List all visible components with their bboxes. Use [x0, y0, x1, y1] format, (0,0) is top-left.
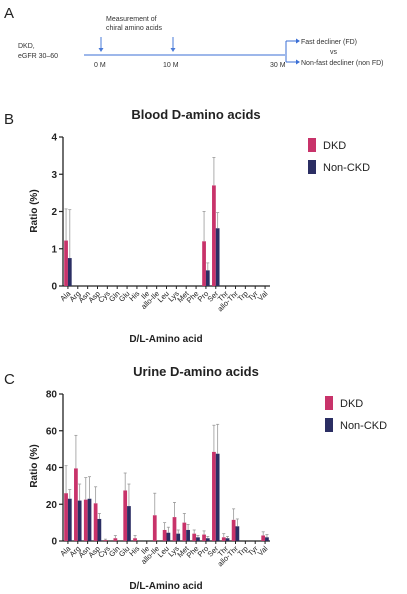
outcome-vs-label: vs	[330, 49, 338, 56]
bar	[87, 498, 92, 541]
outcome-arrowhead-nonfd	[296, 59, 300, 65]
cohort-label-line1: DKD,	[18, 43, 35, 50]
legend-swatch	[325, 396, 333, 410]
bar	[231, 519, 236, 541]
bar	[196, 537, 200, 541]
y-tick-label: 60	[46, 426, 58, 437]
y-tick-label: 4	[51, 133, 57, 144]
bar	[103, 540, 108, 541]
bar	[205, 270, 210, 286]
measurement-label-line1: Measurement of	[106, 16, 157, 23]
bar	[172, 517, 177, 541]
panel-a: A DKD, eGFR 30–60 Measurement of chiral …	[4, 5, 383, 69]
bar	[205, 538, 210, 541]
bar	[123, 490, 128, 541]
x-axis-label: D/L-Amino acid	[129, 581, 202, 592]
bar	[74, 468, 78, 541]
y-tick-label: 0	[51, 282, 57, 293]
y-tick-label: 80	[46, 390, 58, 401]
bar	[67, 498, 72, 541]
bar	[192, 533, 197, 541]
x-tick-label: Ile	[139, 289, 151, 301]
x-tick-label: Val	[256, 544, 270, 558]
x-axis-label: D/L-Amino acid	[129, 334, 202, 345]
bar	[176, 533, 181, 541]
y-tick-label: 20	[46, 500, 58, 511]
chart-marks: 01234AlaArgAsnAspCysGlnGluHisIleallo-Ile…	[51, 133, 370, 314]
legend-label: DKD	[340, 398, 363, 410]
timepoint-10m-arrowhead	[170, 48, 176, 52]
bar	[215, 228, 220, 286]
x-tick-label: Val	[256, 289, 270, 303]
bar	[166, 532, 171, 541]
legend-label: DKD	[323, 140, 346, 152]
bar	[261, 535, 266, 541]
x-tick-label: Ile	[139, 544, 151, 556]
panel-c-urine-chart: C Urine D-amino acids Ratio (%) D/L-Amin…	[4, 364, 387, 592]
timepoint-0m-label: 0 M	[94, 62, 106, 69]
bar	[113, 538, 118, 541]
measurement-label-line2: chiral amino acids	[106, 25, 163, 32]
timepoint-10m-label: 10 M	[163, 62, 179, 69]
legend-swatch	[325, 418, 333, 432]
chart-title: Blood D-amino acids	[131, 107, 260, 122]
bar	[97, 518, 102, 541]
timepoint-30m-label: 30 M	[270, 62, 286, 69]
bar	[182, 522, 187, 541]
y-tick-label: 3	[51, 170, 57, 181]
legend-swatch	[308, 160, 316, 174]
bar	[152, 515, 157, 541]
panel-b-blood-chart: B Blood D-amino acids Ratio (%) D/L-Amin…	[4, 107, 370, 345]
panel-label-c: C	[4, 371, 15, 388]
y-tick-label: 40	[46, 463, 58, 474]
bar	[77, 500, 82, 541]
legend-label: Non-CKD	[323, 162, 370, 174]
bar	[215, 453, 220, 541]
bar	[162, 529, 167, 541]
bar	[133, 538, 137, 541]
bar	[265, 537, 269, 541]
outcome-nonfd-label: Non-fast decliner (non FD)	[301, 60, 383, 67]
bar	[221, 537, 226, 541]
y-axis-label: Ratio (%)	[29, 444, 40, 487]
y-tick-label: 2	[51, 207, 57, 218]
bar	[225, 538, 230, 541]
legend-label: Non-CKD	[340, 420, 387, 432]
bar	[212, 185, 216, 286]
bar	[83, 499, 88, 541]
bar	[127, 506, 131, 541]
chart-marks: 020406080AlaArgAsnAspCysGlnGluHisIleallo…	[46, 390, 387, 569]
y-tick-label: 0	[51, 537, 57, 548]
legend-swatch	[308, 138, 316, 152]
chart-title: Urine D-amino acids	[133, 364, 259, 379]
cohort-label-line2: eGFR 30–60	[18, 53, 58, 60]
y-axis-label: Ratio (%)	[29, 189, 40, 232]
bar	[202, 241, 206, 286]
panel-label-a: A	[4, 5, 14, 22]
bar	[64, 493, 68, 541]
outcome-arrowhead-fd	[296, 38, 300, 44]
outcome-fd-label: Fast decliner (FD)	[301, 39, 357, 46]
bar	[64, 240, 68, 286]
bar	[67, 258, 72, 286]
bar	[202, 534, 206, 541]
y-tick-label: 1	[51, 244, 57, 255]
timepoint-0m-arrowhead	[98, 48, 104, 52]
bar	[186, 529, 190, 541]
bar	[212, 451, 216, 541]
bar	[235, 526, 240, 541]
bar	[93, 503, 98, 541]
panel-label-b: B	[4, 111, 14, 128]
